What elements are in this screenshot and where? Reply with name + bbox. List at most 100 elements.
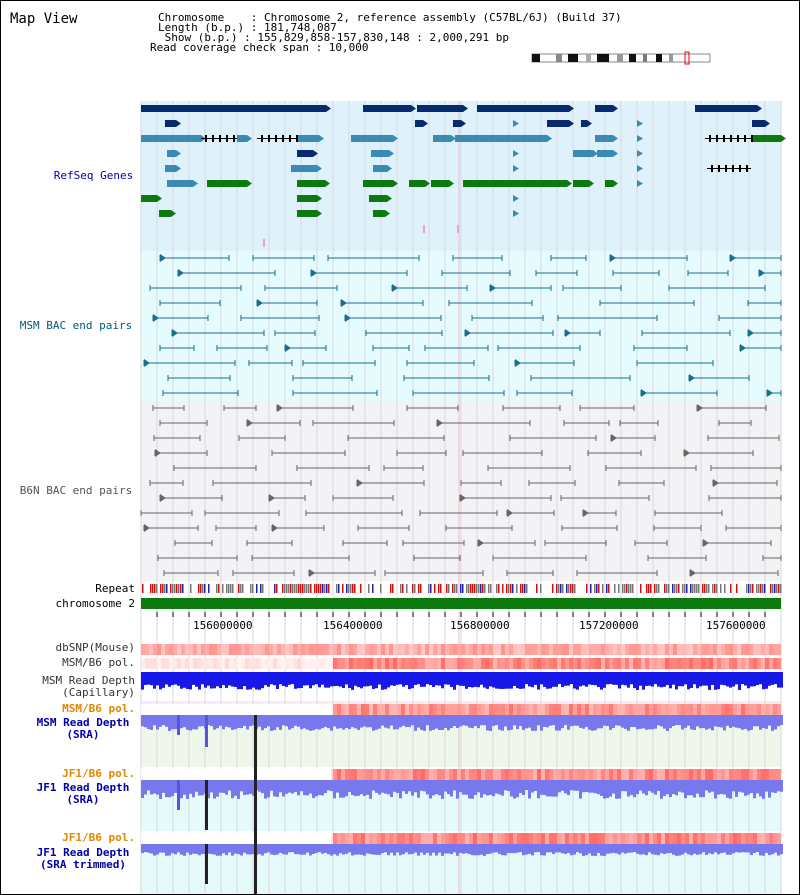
polymorphism-cell [549, 769, 553, 780]
jf1-sra-depth-bar [516, 780, 519, 798]
gene-exon [725, 165, 727, 172]
polymorphism-cell [317, 644, 321, 655]
msm-sra-depth-bar [762, 715, 765, 729]
polymorphism-cell [309, 644, 313, 655]
gene-feature [297, 135, 319, 142]
repeat-mark [770, 584, 772, 593]
gene-feature [291, 165, 317, 172]
jf1-sra-depth-bar [600, 780, 603, 796]
jf1-trim-depth-bar [309, 844, 312, 856]
msm-capillary-depth-bar [423, 672, 426, 687]
track-label-b6n-bac[interactable]: B6N BAC end pairs [19, 484, 133, 497]
polymorphism-cell [565, 769, 569, 780]
polymorphism-cell [693, 833, 697, 844]
jf1-trim-depth-bar [342, 844, 345, 855]
polymorphism-cell [381, 704, 385, 715]
polymorphism-cell [409, 644, 413, 655]
msm-capillary-depth-bar [732, 672, 735, 687]
polymorphism-cell [473, 833, 477, 844]
repeat-mark [568, 584, 570, 593]
jf1-sra-depth-bar [741, 780, 744, 793]
b6n-bac-pair-arrow [247, 419, 253, 427]
repeat-mark [506, 584, 508, 593]
polymorphism-cell [613, 704, 617, 715]
jf1-sra-depth-bar [402, 780, 405, 792]
jf1-sra-depth-bar [375, 780, 378, 793]
polymorphism-cell [597, 644, 601, 655]
jf1-sra-depth-bar [261, 780, 264, 794]
jf1-sra-depth-bar [186, 780, 189, 799]
jf1-sra-depth-bar [765, 780, 768, 792]
msm-capillary-depth-bar [165, 672, 168, 685]
msm-sra-depth-bar [732, 715, 735, 727]
msm-capillary-depth-bar [369, 672, 372, 686]
track-label-msm-depth-sra[interactable]: MSM Read Depth (SRA) [36, 716, 130, 741]
polymorphism-cell [429, 769, 433, 780]
msm-capillary-depth-bar [237, 672, 240, 690]
track-label-msm-depth-capillary[interactable]: MSM Read Depth (Capillary) [42, 674, 135, 699]
track-label-jf1-pol[interactable]: JF1/B6 pol. [62, 767, 135, 780]
jf1-sra-depth-bar [567, 780, 570, 796]
gene-exon [723, 135, 725, 142]
track-label-msm-pol-2[interactable]: MSM/B6 pol. [62, 702, 135, 715]
track-label-jf1-pol-2[interactable]: JF1/B6 pol. [62, 831, 135, 844]
repeat-mark [630, 584, 632, 593]
repeat-mark [200, 584, 202, 593]
polymorphism-cell [521, 704, 525, 715]
track-label-jf1-depth-trimmed[interactable]: JF1 Read Depth (SRA trimmed) [36, 846, 130, 871]
jf1-trim-depth-bar [459, 844, 462, 853]
track-label-msm-pol[interactable]: MSM/B6 pol. [62, 656, 135, 669]
jf1-trim-depth-bar [447, 844, 450, 854]
msm-capillary-depth-bar [474, 672, 477, 687]
msm-sra-depth-bar [249, 715, 252, 727]
jf1-trim-depth-bar [144, 844, 147, 853]
repeat-mark [778, 584, 780, 593]
repeat-mark [750, 584, 752, 593]
polymorphism-cell [229, 644, 233, 655]
track-label-jf1-depth-sra[interactable]: JF1 Read Depth (SRA) [36, 781, 130, 806]
msm-sra-depth-bar [672, 715, 675, 727]
msm-sra-depth-bar [636, 715, 639, 730]
jf1-trim-depth-bar [150, 844, 153, 854]
msm-capillary-depth-bar [540, 672, 543, 685]
jf1-sra-depth-bar [468, 780, 471, 799]
msm-capillary-depth-bar [657, 672, 660, 687]
gene-exon [233, 135, 235, 142]
repeat-mark [298, 584, 300, 593]
ideogram-band [656, 54, 662, 62]
repeat-mark [624, 584, 626, 593]
polymorphism-cell [561, 833, 565, 844]
repeat-mark [474, 584, 476, 593]
repeat-mark [774, 584, 776, 593]
msm-sra-depth-bar [501, 715, 504, 731]
msm-capillary-depth-bar [405, 672, 408, 686]
polymorphism-cell [777, 704, 781, 715]
msm-capillary-depth-bar [444, 672, 447, 685]
polymorphism-cell [757, 644, 761, 655]
repeat-mark [354, 584, 356, 593]
jf1-trim-depth-bar [573, 844, 576, 855]
jf1-trim-depth-bar [456, 844, 459, 856]
jf1-sra-depth-bar [405, 780, 408, 794]
track-label-refseq[interactable]: RefSeq Genes [53, 169, 134, 182]
depth-spike [254, 844, 257, 894]
track-label-msm-bac[interactable]: MSM BAC end pairs [19, 319, 133, 332]
polymorphism-cell [413, 704, 417, 715]
track-label-dbsnp[interactable]: dbSNP(Mouse) [55, 641, 135, 654]
gene-arrow [247, 180, 252, 187]
jf1-sra-depth-bar [615, 780, 618, 799]
msm-capillary-depth-bar [771, 672, 774, 685]
polymorphism-cell [753, 769, 757, 780]
polymorphism-cell [545, 833, 549, 844]
jf1-trim-depth-bar [213, 844, 216, 855]
jf1-sra-depth-bar [507, 780, 510, 792]
jf1-sra-depth-bar [744, 780, 747, 796]
gene-feature [159, 210, 171, 217]
depth-spike [177, 715, 180, 735]
track-label-repeat[interactable]: Repeat [95, 582, 135, 595]
msm-capillary-depth-bar [765, 672, 768, 689]
polymorphism-cell [249, 658, 253, 669]
polymorphism-cell [669, 704, 673, 715]
